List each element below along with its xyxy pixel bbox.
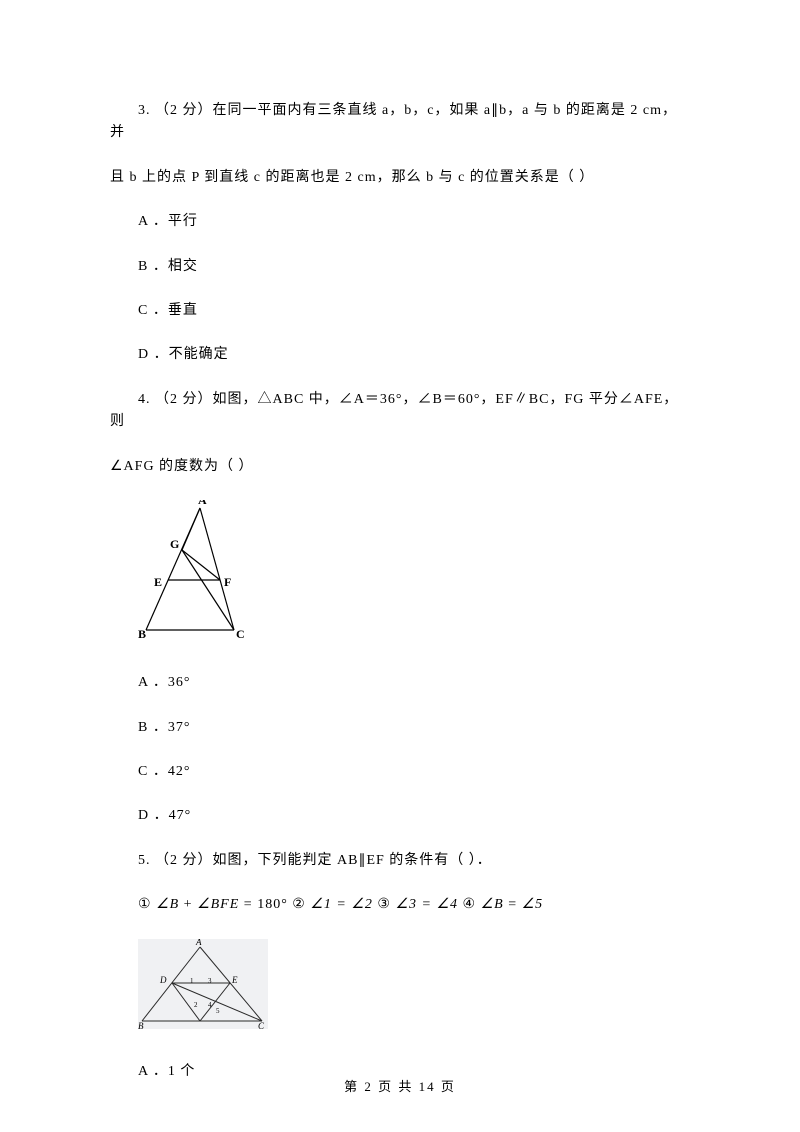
- q5-text: 5. （2 分）如图，下列能判定 AB∥EF 的条件有（ ）．: [110, 850, 690, 872]
- q4-optB: B ．37°: [110, 717, 690, 739]
- cond4-a: ∠B: [481, 897, 504, 912]
- q4-line1: 4. （2 分）如图，△ABC 中，∠A＝36°，∠B＝60°，EF∥BC，FG…: [110, 389, 690, 434]
- q5-conditions: ① ∠B + ∠BFE = 180° ② ∠1 = ∠2 ③ ∠3 = ∠4 ④…: [110, 894, 690, 916]
- cond4-b: =: [504, 897, 522, 912]
- q4-figure: A B C E F G: [138, 500, 690, 648]
- svg-text:C: C: [236, 627, 245, 640]
- svg-text:4: 4: [208, 1001, 212, 1009]
- cond2: ∠1 = ∠2: [310, 897, 373, 912]
- svg-text:3: 3: [208, 977, 212, 985]
- q4-optC: C ．42°: [110, 761, 690, 783]
- cond3: ∠3 = ∠4: [395, 897, 458, 912]
- q3-optA: A ．平行: [110, 211, 690, 233]
- svg-text:5: 5: [216, 1007, 220, 1015]
- svg-text:A: A: [195, 939, 202, 947]
- svg-text:B: B: [138, 627, 146, 640]
- cond1-d: = 180°: [239, 897, 288, 912]
- q4-optD: D ．47°: [110, 805, 690, 827]
- svg-text:E: E: [154, 575, 162, 589]
- svg-text:D: D: [159, 975, 167, 985]
- q3-optD: D ．不能确定: [110, 344, 690, 366]
- svg-text:A: A: [198, 500, 207, 507]
- cond3-prefix: ③: [373, 897, 396, 912]
- q3-line2: 且 b 上的点 P 到直线 c 的距离也是 2 cm，那么 b 与 c 的位置关…: [110, 167, 690, 189]
- svg-text:B: B: [138, 1021, 144, 1029]
- svg-text:2: 2: [194, 1001, 198, 1009]
- q3-line1: 3. （2 分）在同一平面内有三条直线 a，b，c，如果 a∥b，a 与 b 的…: [110, 100, 690, 145]
- cond1-a: ∠B: [156, 897, 179, 912]
- cond1-c: ∠BFE: [197, 897, 239, 912]
- q5-figure: A B C D E 1 2 3 45: [138, 939, 690, 1037]
- svg-text:1: 1: [190, 977, 194, 985]
- page-footer: 第 2 页 共 14 页: [0, 1077, 800, 1098]
- cond1-prefix: ①: [138, 897, 156, 912]
- q4-optA: A ．36°: [110, 672, 690, 694]
- svg-text:C: C: [258, 1021, 265, 1029]
- cond2-prefix: ②: [288, 897, 311, 912]
- cond4-prefix: ④: [458, 897, 481, 912]
- svg-text:E: E: [231, 975, 238, 985]
- q3-optB: B ．相交: [110, 256, 690, 278]
- q3-optC: C ．垂直: [110, 300, 690, 322]
- svg-text:G: G: [170, 537, 179, 551]
- svg-text:F: F: [224, 575, 231, 589]
- cond1-b: +: [179, 897, 197, 912]
- cond4-c: ∠5: [522, 897, 544, 912]
- q4-line2: ∠AFG 的度数为（ ）: [110, 456, 690, 478]
